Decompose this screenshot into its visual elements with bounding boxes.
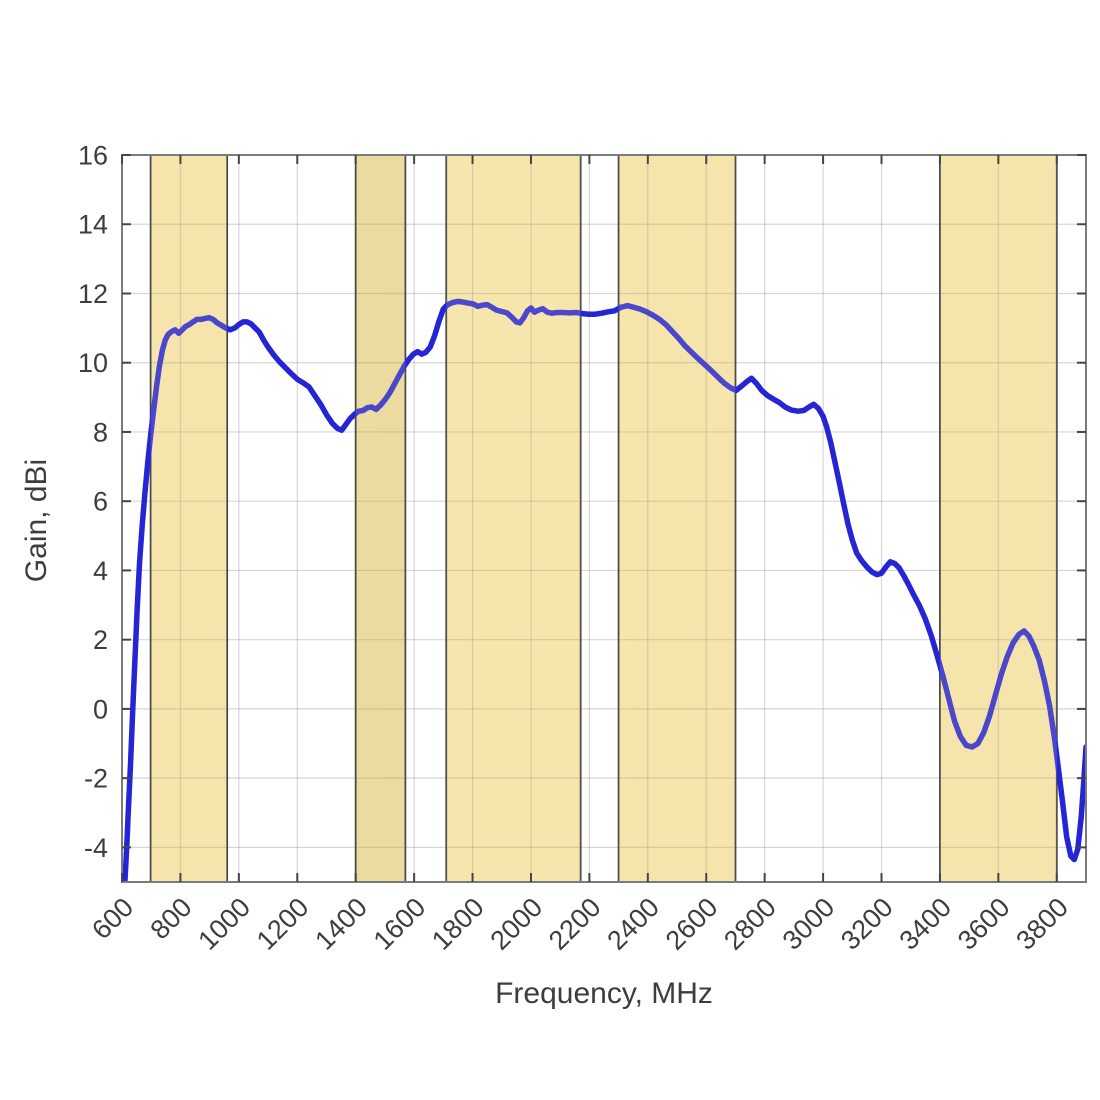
x-tick-label: 3000 — [777, 892, 841, 956]
shaded-band-3400-3800 — [939, 155, 1057, 882]
y-tick-label: 0 — [93, 694, 108, 724]
y-tick-label: 2 — [93, 625, 108, 655]
shaded-band-1710-2170 — [446, 155, 581, 882]
y-tick-label: -2 — [84, 764, 108, 794]
x-tick-label: 2600 — [660, 892, 724, 956]
x-tick-label: 2800 — [718, 892, 782, 956]
x-tick-label: 2200 — [543, 892, 607, 956]
y-axis-label: Gain, dBi — [20, 459, 53, 582]
grid-lines — [121, 154, 1086, 882]
y-tick-label: 16 — [78, 140, 108, 170]
y-tick-label: 8 — [93, 417, 108, 447]
x-tick-label: 3800 — [1010, 892, 1074, 956]
x-tick-label: 3200 — [835, 892, 899, 956]
x-tick-label: 3600 — [952, 892, 1016, 956]
y-tick-label: 10 — [78, 348, 108, 378]
y-tick-label: 14 — [78, 210, 108, 240]
y-tick-label: 6 — [93, 487, 108, 517]
y-tick-label: 12 — [78, 279, 108, 309]
plot-frame — [121, 154, 1087, 883]
tick-marks — [121, 154, 1086, 882]
x-tick-label: 800 — [145, 892, 198, 945]
x-tick-label: 1800 — [426, 892, 490, 956]
y-tick-label: -4 — [84, 833, 108, 863]
shaded-band-2300-2700 — [618, 155, 736, 882]
x-tick-label: 2400 — [601, 892, 665, 956]
x-tick-label: 1200 — [251, 892, 315, 956]
x-tick-label: 600 — [86, 892, 139, 945]
x-tick-labels: 600 8001000120014001600180020002200240026… — [86, 892, 1074, 956]
shaded-band-1400-1570 — [355, 155, 406, 882]
x-tick-label: 2000 — [485, 892, 549, 956]
x-tick-label: 3400 — [893, 892, 957, 956]
shaded-bands — [150, 155, 1057, 882]
x-tick-label: 1400 — [309, 892, 373, 956]
shaded-band-698-960 — [150, 155, 228, 882]
y-tick-labels: 16 14 12 10 8 6 4 2 0 -2 -4 — [78, 140, 108, 862]
gain-curve — [122, 298, 1086, 882]
x-axis-label: Frequency, MHz — [495, 977, 713, 1010]
band-edge-lines — [149, 155, 1058, 882]
x-tick-label: 1600 — [368, 892, 432, 956]
y-tick-label: 4 — [93, 556, 108, 586]
x-tick-label: 1000 — [192, 892, 256, 956]
band-tint-overlay — [150, 155, 1057, 882]
